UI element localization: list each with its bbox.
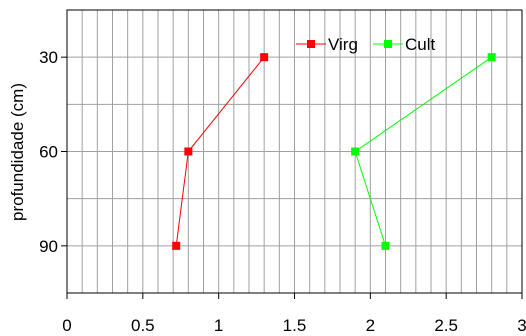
legend-marker-cult (384, 40, 392, 48)
series-layer (172, 53, 496, 250)
data-point-cult (487, 53, 496, 62)
x-tick-label: 2 (366, 316, 375, 335)
data-point-cult (351, 147, 360, 156)
y-axis: 30 60 90 (39, 48, 67, 256)
x-axis: 0 0.5 1 1.5 2 2.5 3 (62, 293, 526, 335)
y-tick-label: 30 (39, 48, 58, 67)
x-tick-label: 0.5 (131, 316, 155, 335)
legend-marker-virg (307, 40, 315, 48)
x-tick-label: 3 (517, 316, 526, 335)
y-tick-label: 60 (39, 143, 58, 162)
y-axis-title: profundidade (cm) (8, 83, 27, 221)
legend: Virg Cult (296, 35, 436, 54)
legend-label-virg: Virg (328, 35, 358, 54)
grid (67, 10, 522, 293)
data-point-virg (260, 53, 269, 62)
legend-label-cult: Cult (405, 35, 436, 54)
x-tick-label: 1 (214, 316, 223, 335)
x-tick-label: 1.5 (283, 316, 307, 335)
data-point-virg (184, 147, 193, 156)
y-tick-label: 90 (39, 237, 58, 256)
x-tick-label: 2.5 (434, 316, 458, 335)
x-tick-label: 0 (62, 316, 71, 335)
data-point-virg (172, 241, 181, 250)
data-point-cult (381, 241, 390, 250)
